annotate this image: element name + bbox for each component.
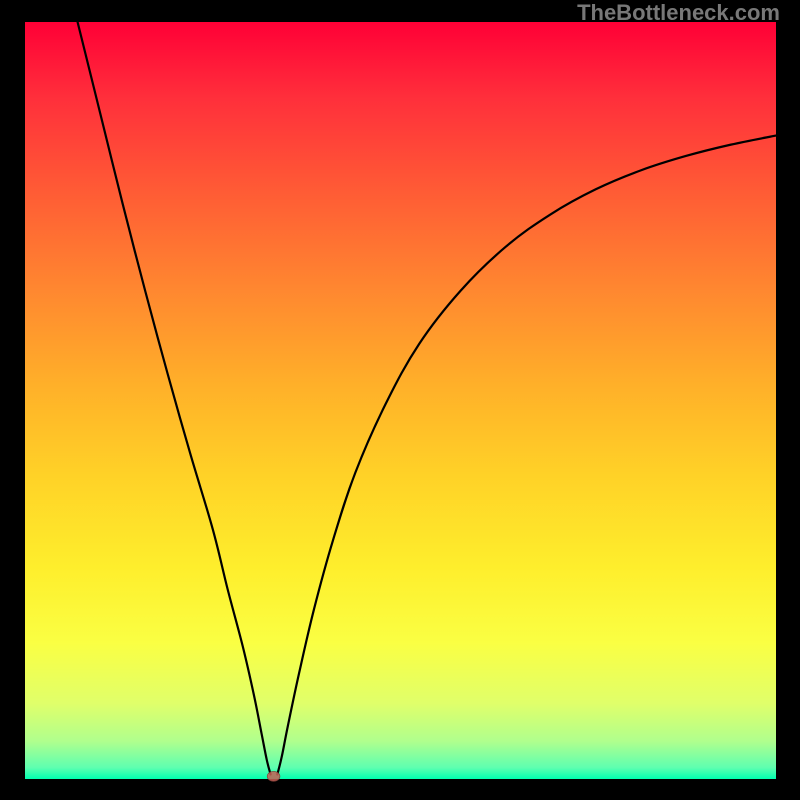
- minimum-marker: [267, 771, 280, 781]
- watermark-text: TheBottleneck.com: [577, 0, 780, 26]
- gradient-background: [25, 22, 776, 779]
- figure-frame: TheBottleneck.com: [0, 0, 800, 800]
- chart-canvas: [0, 0, 800, 800]
